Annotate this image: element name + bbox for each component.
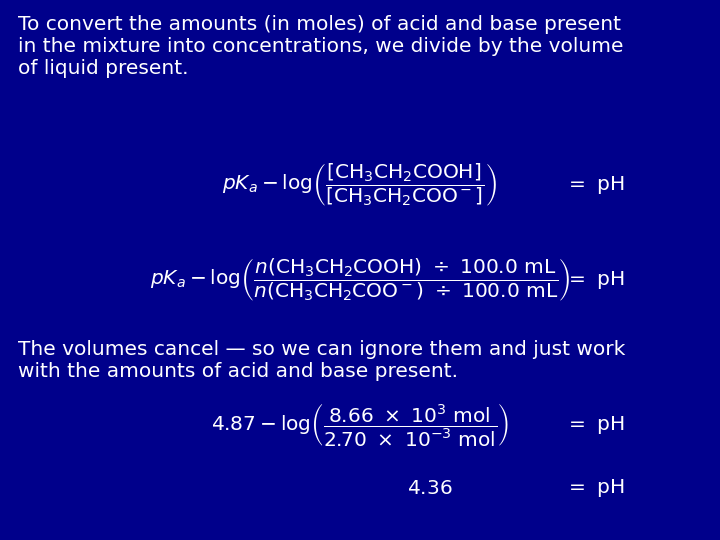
Text: $=\ \mathrm{pH}$: $=\ \mathrm{pH}$ (565, 477, 624, 499)
Text: $\mathit{p}K_a - \log\!\left(\dfrac{[\mathrm{CH_3CH_2COOH}]}{[\mathrm{CH_3CH_2CO: $\mathit{p}K_a - \log\!\left(\dfrac{[\ma… (222, 161, 498, 208)
Text: with the amounts of acid and base present.: with the amounts of acid and base presen… (18, 362, 458, 381)
Text: $4.36$: $4.36$ (408, 478, 453, 497)
Text: $=\ \mathrm{pH}$: $=\ \mathrm{pH}$ (565, 269, 624, 291)
Text: $4.87 - \log\!\left(\dfrac{8.66\ \times\ 10^{3}\ \mathrm{mol}}{2.70\ \times\ 10^: $4.87 - \log\!\left(\dfrac{8.66\ \times\… (211, 402, 509, 449)
Text: To convert the amounts (in moles) of acid and base present: To convert the amounts (in moles) of aci… (18, 15, 621, 34)
Text: in the mixture into concentrations, we divide by the volume: in the mixture into concentrations, we d… (18, 37, 624, 56)
Text: $\mathit{p}K_a - \log\!\left(\dfrac{n(\mathrm{CH_3CH_2COOH})\ \div\ 100.0\ \math: $\mathit{p}K_a - \log\!\left(\dfrac{n(\m… (150, 256, 570, 303)
Text: $=\ \mathrm{pH}$: $=\ \mathrm{pH}$ (565, 414, 624, 436)
Text: $=\ \mathrm{pH}$: $=\ \mathrm{pH}$ (565, 174, 624, 196)
Text: The volumes cancel — so we can ignore them and just work: The volumes cancel — so we can ignore th… (18, 340, 626, 359)
Text: of liquid present.: of liquid present. (18, 59, 189, 78)
